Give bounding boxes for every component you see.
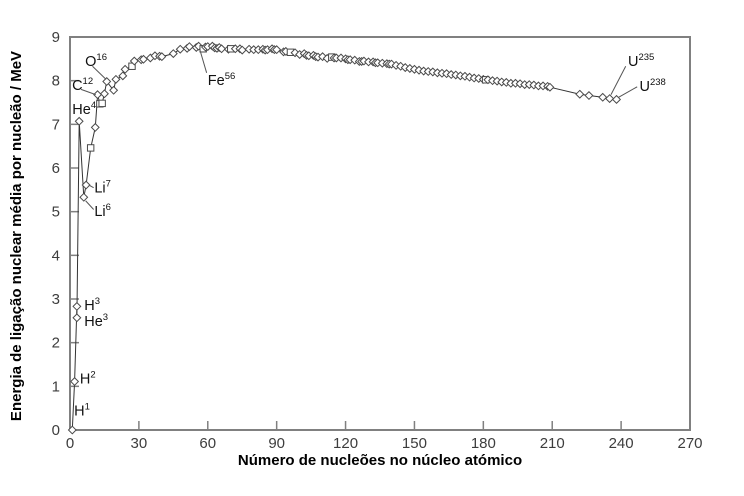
- data-markers: [67, 41, 622, 435]
- data-marker-diamond: [350, 55, 360, 65]
- data-marker-diamond: [237, 45, 247, 55]
- data-line: [71, 45, 617, 431]
- nuclide-label-O16: O16: [85, 52, 107, 70]
- data-marker-diamond: [157, 52, 167, 62]
- y-tick-label: 5: [52, 204, 60, 221]
- annotation-leader: [199, 49, 208, 73]
- y-tick-label: 2: [52, 335, 60, 352]
- x-axis-ticks: 0 30 60 90 120 150 180 210 240 270: [66, 421, 703, 452]
- data-marker-diamond: [72, 301, 82, 311]
- data-marker-square: [98, 99, 106, 108]
- plot-border: [69, 36, 691, 431]
- nuclide-label-H2: H2: [80, 369, 96, 387]
- y-axis-ticks: 0 1 2 3 4 5 6 7 8 9: [52, 29, 79, 439]
- data-marker-diamond: [109, 85, 119, 95]
- data-marker-diamond: [545, 82, 555, 92]
- annotation-leader: [85, 200, 95, 210]
- nuclide-label-H3: H3: [84, 296, 100, 314]
- nuclide-label-U235: U235: [628, 52, 654, 70]
- x-tick-label: 0: [66, 435, 74, 452]
- nuclide-label-Fe56: Fe56: [208, 71, 236, 89]
- nuclide-label-He3: He3: [84, 312, 108, 330]
- data-marker-diamond: [102, 77, 112, 87]
- y-tick-label: 7: [52, 116, 60, 133]
- x-axis-title: Número de nucleões no núcleo atómico: [237, 452, 523, 469]
- data-marker-diamond: [584, 91, 594, 101]
- y-tick-label: 9: [52, 29, 60, 46]
- annotation-leader: [80, 88, 96, 96]
- data-marker-diamond: [90, 122, 100, 132]
- data-marker-diamond: [272, 45, 282, 55]
- data-marker-square: [86, 144, 95, 152]
- data-marker-diamond: [194, 41, 204, 51]
- data-marker-diamond: [72, 313, 82, 323]
- data-marker-diamond: [67, 425, 77, 435]
- data-marker-diamond: [111, 74, 121, 84]
- data-marker-diamond: [575, 89, 585, 99]
- y-tick-label: 0: [52, 422, 60, 439]
- annotation-leader: [92, 65, 107, 80]
- y-axis-title: Energia de ligação nuclear média por nuc…: [8, 50, 25, 422]
- data-marker-diamond: [598, 92, 608, 102]
- nuclide-label-U238: U238: [639, 77, 665, 95]
- nuclide-label-C12: C12: [72, 76, 93, 94]
- nuclide-label-H1: H1: [74, 401, 90, 419]
- data-marker-diamond: [118, 71, 128, 81]
- x-tick-label: 90: [268, 435, 285, 452]
- x-tick-label: 60: [199, 435, 216, 452]
- x-tick-label: 120: [333, 435, 358, 452]
- x-tick-label: 180: [471, 435, 496, 452]
- data-marker-diamond: [79, 192, 89, 202]
- data-marker-diamond: [168, 49, 178, 59]
- nuclide-label-Li6: Li6: [94, 202, 111, 220]
- data-marker-diamond: [605, 94, 615, 104]
- x-tick-label: 30: [131, 435, 148, 452]
- data-marker-diamond: [175, 44, 185, 54]
- data-marker-diamond: [120, 64, 130, 74]
- nuclide-label-He4: He4: [72, 100, 96, 118]
- x-tick-label: 150: [402, 435, 427, 452]
- data-marker-diamond: [318, 52, 328, 62]
- data-marker-diamond: [81, 180, 91, 190]
- nuclide-label-Li7: Li7: [94, 179, 111, 197]
- x-tick-label: 240: [609, 435, 634, 452]
- y-tick-label: 4: [52, 247, 60, 264]
- x-tick-label: 270: [677, 435, 702, 452]
- annotation-leader: [88, 184, 94, 189]
- y-tick-label: 6: [52, 160, 60, 177]
- data-marker-diamond: [70, 377, 80, 387]
- data-marker-diamond: [93, 90, 103, 100]
- data-marker-diamond: [99, 89, 109, 99]
- data-marker-diamond: [217, 44, 227, 54]
- y-tick-label: 8: [52, 73, 60, 90]
- annotation-leader: [618, 86, 638, 98]
- y-tick-label: 1: [52, 378, 60, 395]
- y-tick-label: 3: [52, 291, 60, 308]
- data-marker-diamond: [74, 116, 84, 126]
- annotation-leader: [610, 66, 627, 95]
- data-marker-diamond: [184, 42, 194, 52]
- x-tick-label: 210: [540, 435, 565, 452]
- data-marker-diamond: [396, 61, 406, 71]
- data-marker-diamond: [612, 94, 622, 104]
